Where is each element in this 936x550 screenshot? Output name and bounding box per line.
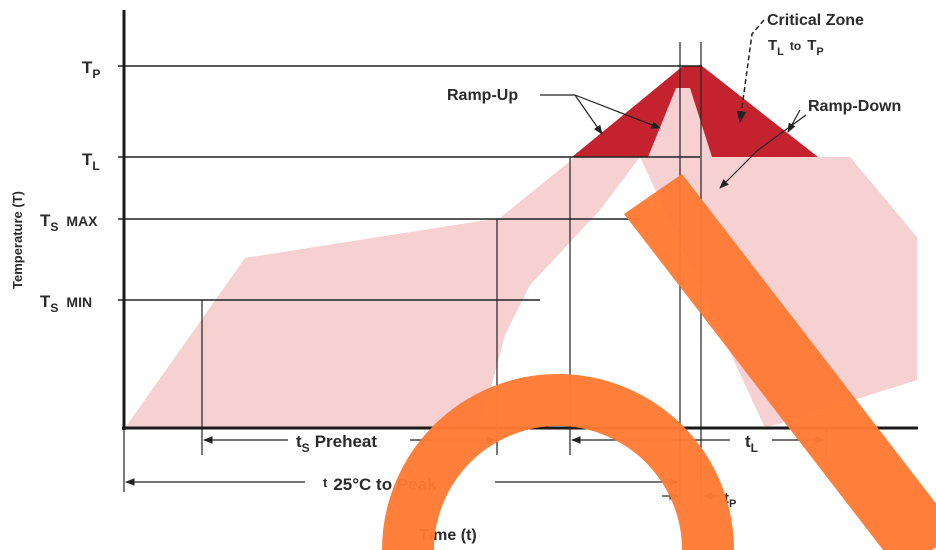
critical-zone-band [572, 66, 818, 157]
ramp-down-arrow-1 [787, 109, 801, 133]
tp-duration-label: tP [724, 490, 736, 510]
ramp-up-label: Ramp-Up [447, 87, 518, 104]
tl-label: TL [82, 150, 100, 173]
watermark-ring [382, 374, 734, 550]
ramp-up-arrow-2 [574, 94, 661, 129]
ramp-down-arrow-2 [719, 114, 807, 189]
watermark-diagonal-stroke [624, 174, 936, 550]
critical-zone-title: Critical Zone [767, 12, 864, 29]
preheat-label: tS Preheat [296, 432, 377, 455]
critical-zone-pointer [736, 19, 765, 124]
ramp-up-arrow-1 [574, 94, 603, 135]
temperature-envelope-band [125, 68, 917, 428]
critical-zone-range: TL to TP [768, 37, 824, 58]
y-axis-title: Temperature (T) [10, 191, 25, 289]
ts-max-label: TS MAX [40, 211, 98, 234]
ts-min-label: TS MIN [40, 292, 92, 315]
tp-label: TP [82, 58, 100, 81]
ramp-down-label: Ramp-Down [808, 98, 901, 115]
tl-duration-label: tL [745, 432, 758, 455]
